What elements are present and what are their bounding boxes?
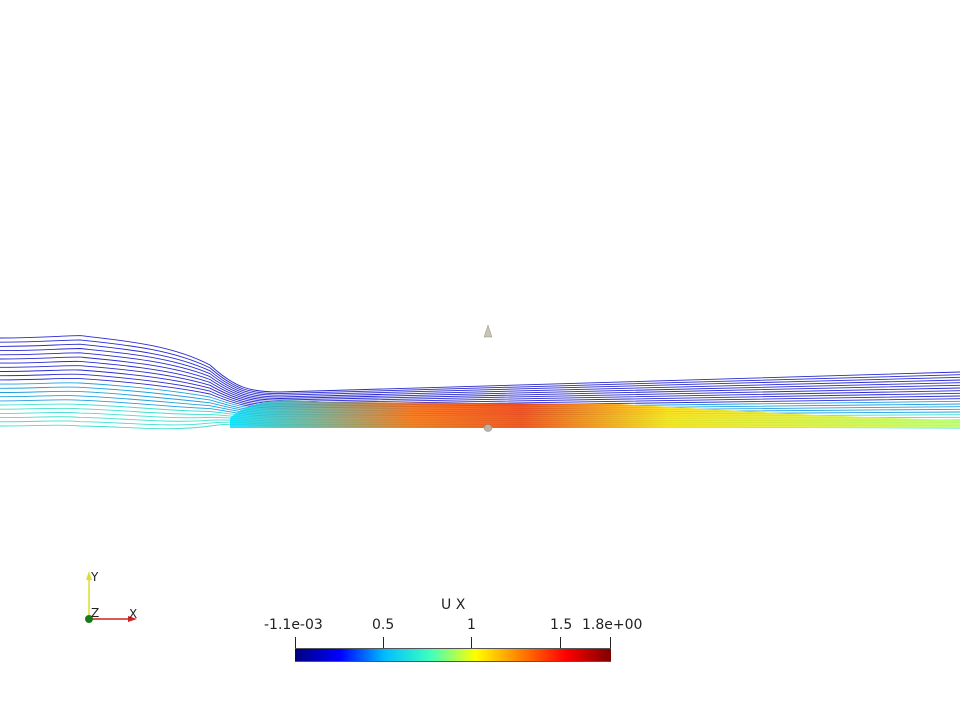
colorbar-tick-label-max: 1.8e+00: [582, 617, 643, 633]
axis-x-label: X: [129, 607, 137, 621]
streamline: [0, 382, 960, 411]
orientation-axes: Y X Z: [85, 570, 137, 623]
streamline: [0, 373, 960, 408]
streamline: [0, 369, 960, 406]
colorbar-title: U X: [441, 597, 466, 613]
streamline: [0, 356, 960, 401]
streamline: [0, 339, 960, 395]
colorbar-tick: [471, 637, 472, 649]
streamline: [0, 365, 960, 404]
colorbar-tick: [560, 637, 561, 649]
colorbar-tick: [295, 637, 296, 649]
probe-marker-top: [483, 324, 493, 338]
velocity-jet-band: [230, 400, 960, 428]
colorbar-tick-label-1-5: 1.5: [550, 617, 573, 633]
colorbar-tick: [610, 637, 611, 649]
streamline: [0, 335, 960, 393]
streamline: [0, 378, 960, 409]
streamline: [0, 352, 960, 399]
colorbar-tick-label-1: 1: [467, 617, 476, 633]
colorbar: [295, 648, 611, 662]
probe-marker-bottom: [483, 424, 493, 432]
axis-y-label: Y: [90, 570, 99, 584]
streamlines: [0, 335, 960, 430]
colorbar-tick: [383, 637, 384, 649]
colorbar-tick-label-min: -1.1e-03: [264, 617, 323, 633]
colorbar-tick-label-0-5: 0.5: [372, 617, 395, 633]
axis-z-label: Z: [91, 606, 99, 620]
streamline: [0, 348, 960, 398]
streamline: [0, 343, 960, 396]
streamline: [0, 360, 960, 403]
